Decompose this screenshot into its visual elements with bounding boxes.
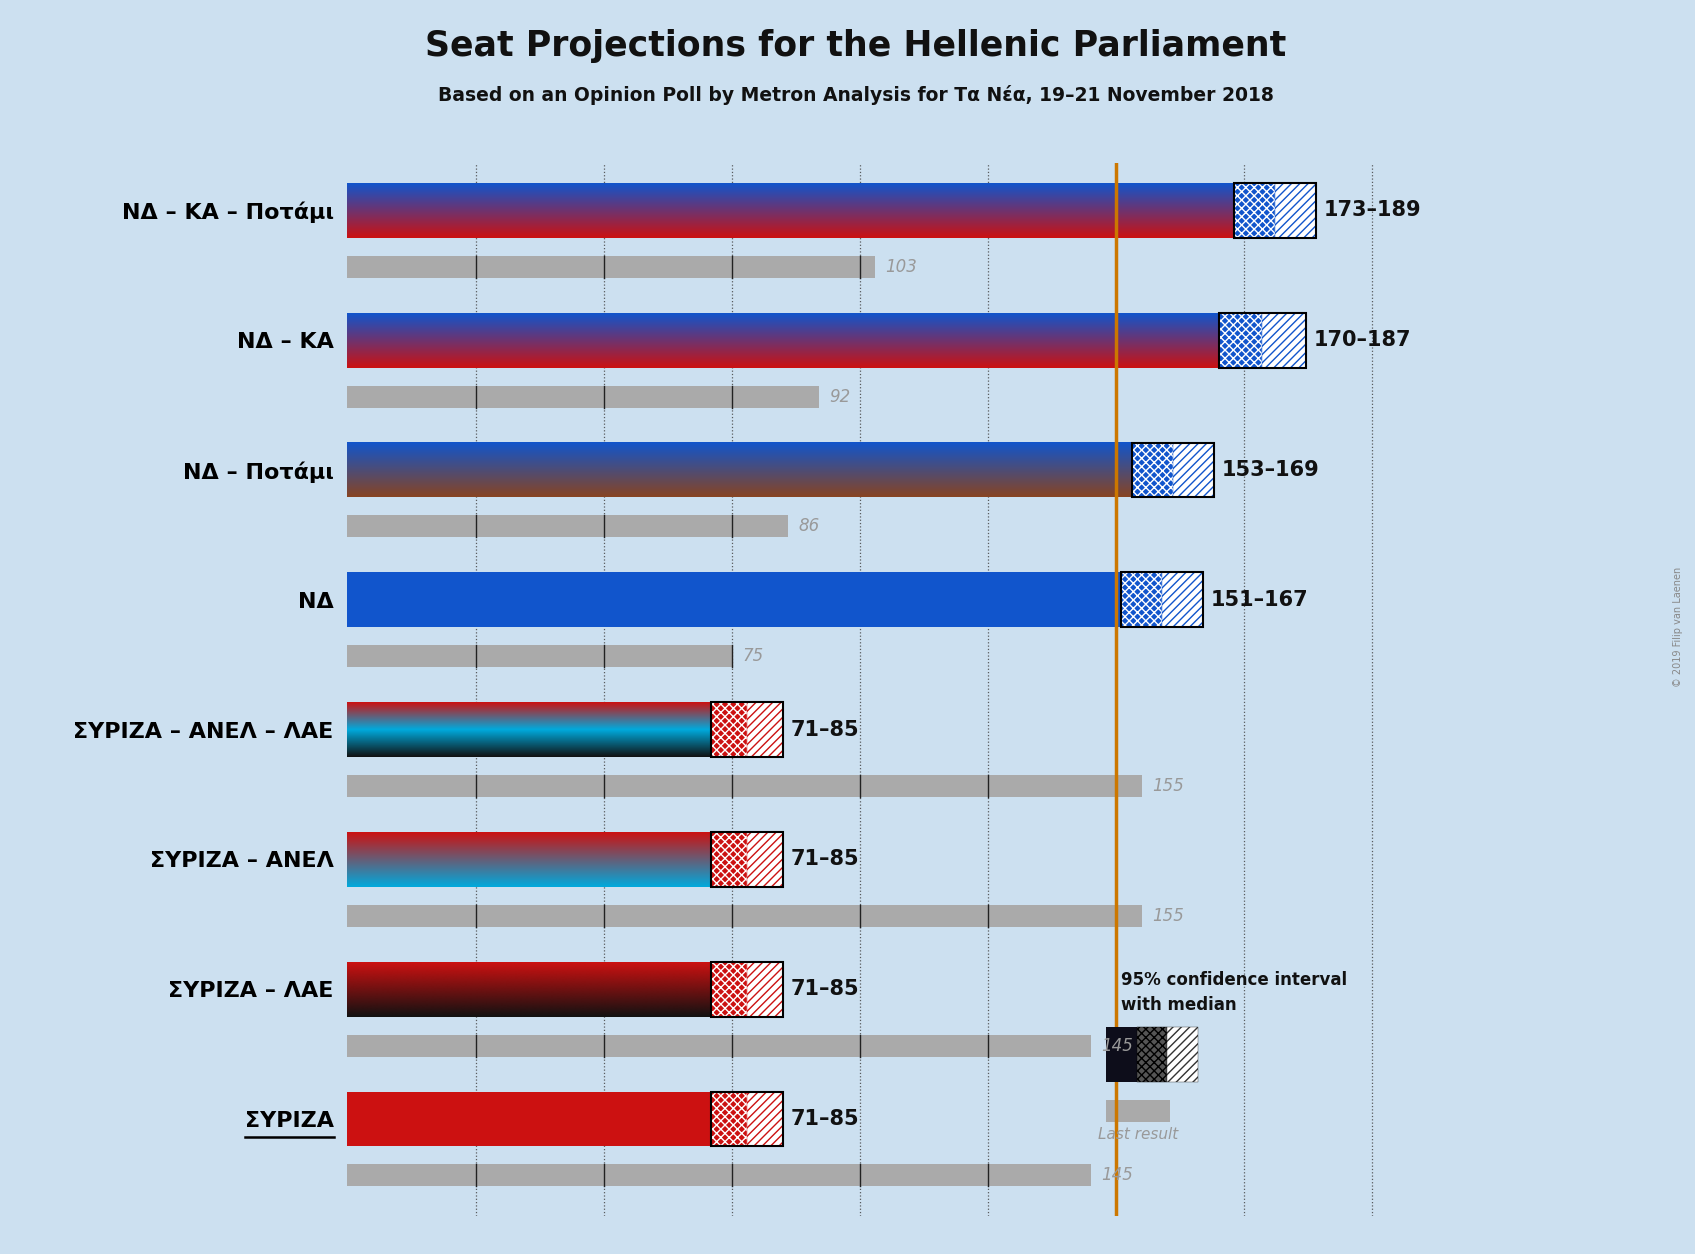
Text: 145: 145 xyxy=(1100,1037,1132,1055)
Bar xyxy=(1234,183,1275,238)
Bar xyxy=(347,386,819,408)
Text: 155: 155 xyxy=(1153,777,1183,795)
Bar xyxy=(1132,443,1214,498)
Text: 75: 75 xyxy=(742,647,763,666)
Bar xyxy=(747,702,783,757)
Text: 103: 103 xyxy=(885,258,917,276)
Bar xyxy=(712,702,747,757)
Bar xyxy=(1234,183,1315,238)
Bar xyxy=(1132,443,1173,498)
Bar xyxy=(712,1091,747,1146)
Text: Last result: Last result xyxy=(1098,1126,1178,1141)
Bar xyxy=(1173,443,1214,498)
Bar xyxy=(1163,572,1203,627)
Bar xyxy=(1132,443,1173,498)
Bar xyxy=(1105,1100,1171,1121)
Bar xyxy=(747,831,783,887)
Bar xyxy=(712,962,747,1017)
Text: 151–167: 151–167 xyxy=(1210,589,1309,609)
Text: 153–169: 153–169 xyxy=(1220,460,1319,480)
Text: 173–189: 173–189 xyxy=(1324,201,1422,221)
Bar xyxy=(1219,312,1305,367)
Bar xyxy=(712,702,783,757)
Bar xyxy=(347,256,875,278)
Bar xyxy=(1122,572,1163,627)
Text: Based on an Opinion Poll by Metron Analysis for Τα Νέα, 19–21 November 2018: Based on an Opinion Poll by Metron Analy… xyxy=(437,85,1275,105)
Bar xyxy=(712,1091,783,1146)
Text: 95% confidence interval
with median: 95% confidence interval with median xyxy=(1122,971,1348,1014)
Bar xyxy=(747,1091,783,1146)
Bar xyxy=(712,831,747,887)
Bar xyxy=(1105,1027,1137,1082)
Bar xyxy=(347,1165,1090,1186)
Bar xyxy=(712,831,783,887)
Bar xyxy=(747,831,783,887)
Bar xyxy=(347,1091,747,1146)
Bar xyxy=(1163,572,1203,627)
Bar xyxy=(347,775,1142,798)
Bar xyxy=(347,646,732,667)
Bar xyxy=(1263,312,1305,367)
Bar xyxy=(712,962,747,1017)
Bar xyxy=(1219,312,1263,367)
Text: 170–187: 170–187 xyxy=(1314,330,1410,350)
Bar xyxy=(1275,183,1315,238)
Bar xyxy=(1219,312,1263,367)
Bar xyxy=(1137,1027,1168,1082)
Text: Seat Projections for the Hellenic Parliament: Seat Projections for the Hellenic Parlia… xyxy=(425,29,1287,63)
Bar xyxy=(1122,572,1163,627)
Bar xyxy=(747,962,783,1017)
Bar xyxy=(712,962,783,1017)
Text: 71–85: 71–85 xyxy=(792,979,859,999)
Bar xyxy=(1173,443,1214,498)
Bar xyxy=(1122,572,1203,627)
Bar xyxy=(347,515,788,538)
Text: 155: 155 xyxy=(1153,907,1183,925)
Bar xyxy=(347,572,1163,627)
Bar xyxy=(712,1091,747,1146)
Text: 86: 86 xyxy=(798,518,820,535)
Bar xyxy=(747,702,783,757)
Text: © 2019 Filip van Laenen: © 2019 Filip van Laenen xyxy=(1673,567,1683,687)
Text: 92: 92 xyxy=(829,387,851,405)
Text: 71–85: 71–85 xyxy=(792,1109,859,1129)
Bar xyxy=(347,1035,1090,1057)
Text: 71–85: 71–85 xyxy=(792,849,859,869)
Text: 145: 145 xyxy=(1100,1166,1132,1185)
Bar xyxy=(712,702,747,757)
Bar xyxy=(747,1091,783,1146)
Bar xyxy=(747,962,783,1017)
Bar xyxy=(1234,183,1275,238)
Bar xyxy=(1168,1027,1198,1082)
Bar xyxy=(347,905,1142,927)
Text: 71–85: 71–85 xyxy=(792,720,859,740)
Bar xyxy=(712,831,747,887)
Bar xyxy=(1275,183,1315,238)
Bar xyxy=(1263,312,1305,367)
